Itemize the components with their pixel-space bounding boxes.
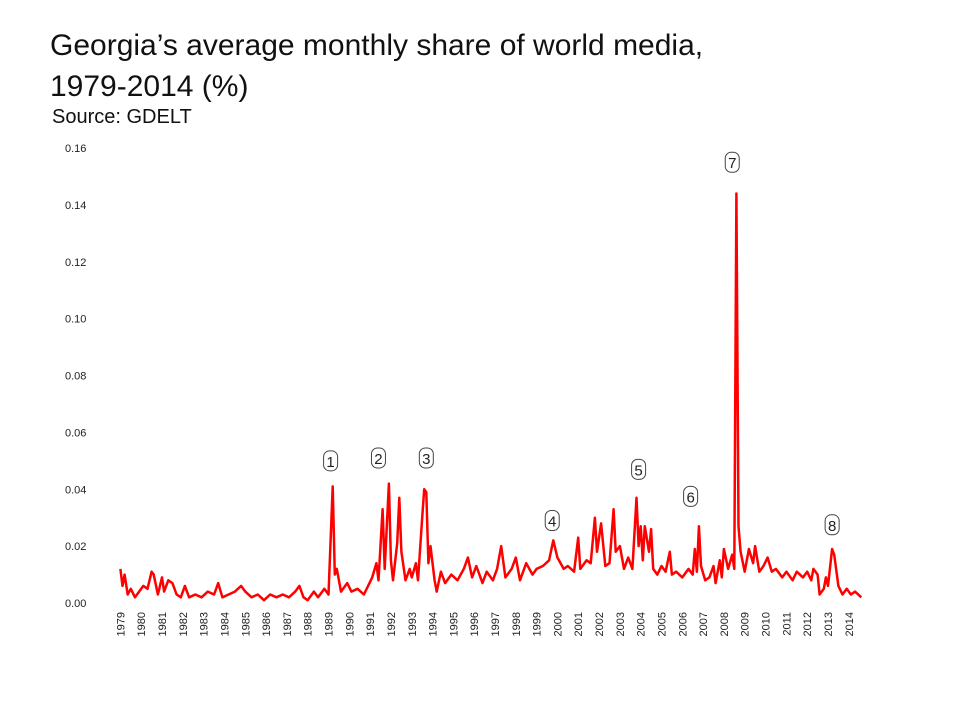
x-tick-label: 1997 <box>490 612 502 636</box>
x-tick-label: 2006 <box>677 612 689 636</box>
x-tick-label: 2014 <box>844 612 856 636</box>
annotation: 5 <box>634 462 642 479</box>
annotation-badge <box>724 151 740 173</box>
y-tick-label: 0.00 <box>65 598 86 610</box>
x-tick-label: 1986 <box>261 612 273 636</box>
y-tick-label: 0.16 <box>65 143 86 155</box>
x-tick-label: 2001 <box>573 612 585 636</box>
annotation: 4 <box>548 514 556 531</box>
x-tick-label: 2011 <box>781 612 793 636</box>
x-tick-label: 1979 <box>115 612 127 636</box>
annotation: 7 <box>728 155 736 172</box>
chart-title: 1979-2014 (%) <box>50 70 248 103</box>
x-tick-label: 1998 <box>511 612 523 636</box>
annotation: 3 <box>422 451 430 468</box>
annotation: 6 <box>686 489 694 506</box>
y-tick-label: 0.08 <box>65 371 86 383</box>
y-tick-label: 0.12 <box>65 257 86 269</box>
x-tick-label: 1983 <box>199 612 211 636</box>
x-tick-label: 2008 <box>719 612 731 636</box>
x-tick-label: 1989 <box>324 612 336 636</box>
chart-subtitle: Source: GDELT <box>52 106 192 128</box>
x-tick-label: 2002 <box>594 612 606 636</box>
chart-title: Georgia’s average monthly share of world… <box>50 29 703 62</box>
x-tick-label: 2010 <box>761 612 773 636</box>
annotation: 1 <box>326 454 334 471</box>
annotation-badge <box>418 447 434 469</box>
y-tick-label: 0.10 <box>65 314 86 326</box>
y-tick-label: 0.02 <box>65 541 86 553</box>
x-tick-label: 1988 <box>303 612 315 636</box>
x-tick-label: 2013 <box>823 612 835 636</box>
x-tick-label: 1982 <box>178 612 190 636</box>
x-tick-label: 1980 <box>136 612 148 636</box>
x-tick-label: 1987 <box>282 612 294 636</box>
x-tick-label: 1995 <box>448 612 460 636</box>
x-tick-label: 1981 <box>157 612 169 636</box>
y-tick-label: 0.14 <box>65 200 86 212</box>
x-tick-label: 1985 <box>240 612 252 636</box>
x-tick-label: 1994 <box>428 612 440 636</box>
x-tick-label: 1993 <box>407 612 419 636</box>
annotation: 2 <box>374 451 382 468</box>
annotation-badge <box>370 447 386 469</box>
x-tick-label: 2003 <box>615 612 627 636</box>
x-tick-label: 2007 <box>698 612 710 636</box>
data-line <box>119 192 863 602</box>
annotation-badge <box>683 485 699 507</box>
x-tick-label: 2005 <box>656 612 668 636</box>
annotation: 8 <box>828 518 836 535</box>
annotation-badge <box>824 514 840 536</box>
x-tick-label: 1991 <box>365 612 377 636</box>
x-tick-label: 1992 <box>386 612 398 636</box>
x-tick-label: 1996 <box>469 612 481 636</box>
y-tick-label: 0.06 <box>65 427 86 439</box>
annotation-badge <box>631 458 647 480</box>
x-tick-label: 2000 <box>552 612 564 636</box>
x-tick-label: 1984 <box>219 612 231 636</box>
x-tick-label: 1990 <box>344 612 356 636</box>
y-tick-label: 0.04 <box>65 484 86 496</box>
annotation-badge <box>544 510 560 532</box>
x-tick-label: 1999 <box>532 612 544 636</box>
x-tick-label: 2004 <box>636 612 648 636</box>
x-tick-label: 2009 <box>740 612 752 636</box>
annotation-badge <box>323 450 339 472</box>
x-tick-label: 2012 <box>802 612 814 636</box>
